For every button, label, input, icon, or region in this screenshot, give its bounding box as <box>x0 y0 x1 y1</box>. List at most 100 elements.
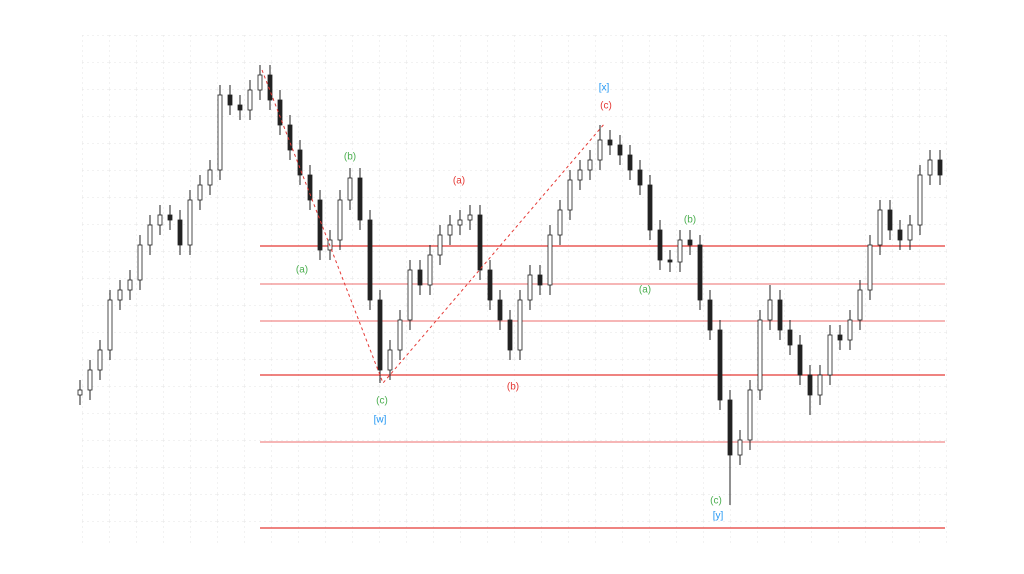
candle-body <box>497 299 503 321</box>
candle-body <box>907 224 913 241</box>
candle-body <box>127 279 133 291</box>
candle-body <box>267 74 273 101</box>
candle-body <box>97 349 103 371</box>
candle-body <box>717 329 723 401</box>
candle-body <box>727 399 733 456</box>
candle-body <box>427 254 433 286</box>
candle-body <box>937 159 943 176</box>
candle-body <box>647 184 653 231</box>
candle-body <box>747 389 753 441</box>
wave-label: (a) <box>639 285 651 296</box>
candle-body <box>247 89 253 111</box>
candle-body <box>477 214 483 271</box>
candle-body <box>687 239 693 246</box>
wave-label: (a) <box>296 265 308 276</box>
wave-label: (b) <box>507 382 519 393</box>
candle-body <box>667 259 673 263</box>
candle-body <box>87 369 93 391</box>
candle-body <box>737 439 743 456</box>
wave-label: (b) <box>344 152 356 163</box>
candle-body <box>197 184 203 201</box>
wave-label: (c) <box>600 101 612 112</box>
background-grid <box>82 35 947 543</box>
candle-body <box>487 269 493 301</box>
candle-body <box>377 299 383 371</box>
candle-body <box>447 224 453 236</box>
candle-body <box>587 159 593 171</box>
candle-body <box>147 224 153 246</box>
candle-body <box>857 289 863 321</box>
candle-body <box>707 299 713 331</box>
candle-body <box>567 179 573 211</box>
candle-body <box>347 177 353 201</box>
candle-body <box>517 299 523 351</box>
candle-body <box>627 154 633 171</box>
candle-body <box>827 334 833 376</box>
candle-body <box>547 234 553 286</box>
candle-body <box>117 289 123 301</box>
candle-body <box>357 177 363 221</box>
candle-body <box>257 74 263 91</box>
candle-body <box>457 219 463 226</box>
candle-body <box>307 174 313 201</box>
wave-label: [w] <box>374 415 387 426</box>
wave-label: (b) <box>684 215 696 226</box>
candle-body <box>467 214 473 221</box>
candle-body <box>697 244 703 301</box>
wave-label: (a) <box>453 176 465 187</box>
wave-label: (c) <box>710 496 722 507</box>
candle-body <box>767 299 773 321</box>
candle-body <box>847 319 853 341</box>
candle-body <box>787 329 793 346</box>
candle-body <box>177 219 183 246</box>
candle-body <box>107 299 113 351</box>
candle-body <box>237 104 243 111</box>
candle-body <box>227 94 233 106</box>
candle-body <box>897 229 903 241</box>
candle-body <box>297 149 303 176</box>
candle-body <box>277 99 283 126</box>
candle-body <box>637 169 643 186</box>
candle-body <box>677 239 683 263</box>
candle-body <box>817 374 823 396</box>
candle-body <box>397 319 403 351</box>
candle-body <box>527 274 533 301</box>
candle-body <box>797 344 803 376</box>
candle-body <box>757 319 763 391</box>
candle-body <box>837 334 843 341</box>
candle-body <box>777 299 783 331</box>
candle-body <box>807 374 813 396</box>
candle-body <box>317 199 323 251</box>
candle-body <box>77 389 83 396</box>
candle-body <box>187 199 193 246</box>
wave-label: [x] <box>599 83 610 94</box>
candle-body <box>607 139 613 146</box>
candle-body <box>367 219 373 301</box>
candle-body <box>417 269 423 286</box>
candle-body <box>167 214 173 221</box>
wave-label: [y] <box>713 511 724 522</box>
candle-body <box>157 214 163 226</box>
candle-body <box>537 274 543 286</box>
candle-body <box>207 169 213 186</box>
candle-body <box>617 144 623 156</box>
candle-body <box>437 234 443 256</box>
candle-body <box>597 139 603 161</box>
wave-label: (c) <box>376 396 388 407</box>
candle-body <box>867 244 873 291</box>
candle-body <box>927 159 933 176</box>
candle-body <box>407 269 413 321</box>
candle-body <box>387 349 393 371</box>
candle-body <box>337 199 343 241</box>
candle-body <box>557 209 563 236</box>
candle-body <box>507 319 513 351</box>
candle-body <box>877 209 883 246</box>
candle-body <box>217 94 223 171</box>
candle-body <box>917 174 923 226</box>
candle-body <box>887 209 893 231</box>
candle-body <box>137 244 143 281</box>
candle-body <box>657 229 663 261</box>
candle-body <box>577 169 583 181</box>
